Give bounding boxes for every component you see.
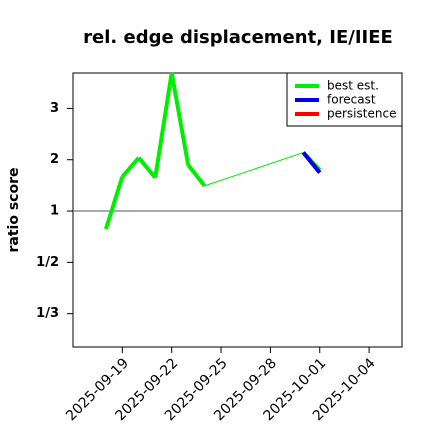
y-tick-label: 2 bbox=[50, 152, 59, 167]
y-tick-label: 1/2 bbox=[36, 255, 59, 270]
legend-label: persistence bbox=[327, 107, 396, 121]
series-line bbox=[153, 72, 174, 178]
series-line bbox=[103, 176, 125, 230]
series-line bbox=[120, 156, 141, 178]
y-tick-label: 3 bbox=[50, 101, 59, 116]
legend-label: best est. bbox=[327, 79, 379, 93]
y-tick-label: 1 bbox=[50, 204, 59, 219]
plot-frame bbox=[72, 72, 403, 348]
series-gap-line bbox=[204, 152, 304, 187]
series-line bbox=[301, 151, 322, 174]
legend-label: forecast bbox=[327, 93, 376, 107]
series-line bbox=[169, 72, 191, 166]
series-line bbox=[186, 163, 207, 188]
series-line bbox=[137, 156, 157, 179]
chart-title: rel. edge displacement, IE/IIEE bbox=[83, 27, 393, 48]
y-tick-label: 1/3 bbox=[36, 306, 59, 321]
y-axis-label: ratio score bbox=[6, 168, 22, 253]
